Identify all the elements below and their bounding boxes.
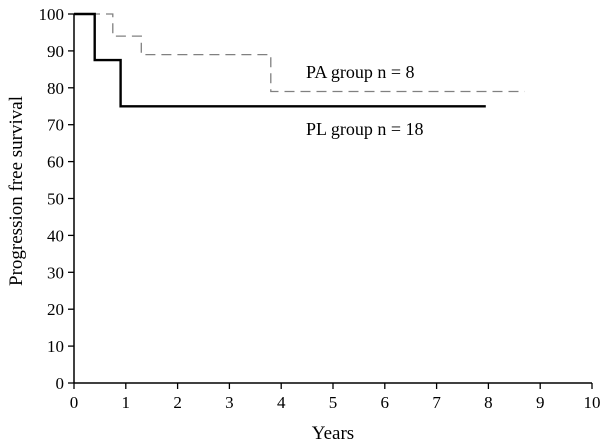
- y-tick-label: 70: [47, 116, 64, 135]
- y-tick-label: 80: [47, 79, 64, 98]
- legend-background: [266, 44, 490, 158]
- y-tick-label: 10: [47, 337, 64, 356]
- x-tick-label: 4: [277, 393, 286, 412]
- x-tick-label: 9: [536, 393, 545, 412]
- y-tick-label: 50: [47, 190, 64, 209]
- x-tick-label: 8: [484, 393, 493, 412]
- legend-box-pl: [266, 110, 490, 158]
- series-pa-group-line: [74, 13, 525, 93]
- y-axis-title: Progression free survival: [6, 96, 27, 286]
- x-tick-label: 0: [70, 393, 79, 412]
- y-tick-label: 100: [39, 5, 65, 24]
- legend: PA group n = 8 PL group n = 18: [306, 62, 423, 139]
- x-tick-label: 3: [225, 393, 234, 412]
- x-tick-label: 6: [381, 393, 390, 412]
- x-tick-label: 5: [329, 393, 338, 412]
- y-tick-label: 60: [47, 153, 64, 172]
- series-layer: [74, 12, 525, 108]
- x-tick-label: 7: [432, 393, 441, 412]
- axes: 0 10 20 30 40 50 60 70 80 90 100 0 1 2 3 4 5 6 7 8 9 10: [39, 5, 601, 412]
- legend-label-pl-group: PL group n = 18: [306, 119, 423, 139]
- y-tick-label: 40: [47, 226, 64, 245]
- x-tick-label: 1: [122, 393, 131, 412]
- series-pl-group-line: [74, 12, 486, 108]
- x-tick-label: 2: [173, 393, 182, 412]
- x-tick-label: 10: [584, 393, 601, 412]
- y-tick-label: 0: [56, 374, 65, 393]
- legend-box-pa: [266, 44, 490, 92]
- y-tick-label: 30: [47, 263, 64, 282]
- y-tick-label: 20: [47, 300, 64, 319]
- legend-label-pa-group: PA group n = 8: [306, 62, 415, 82]
- x-axis-title: Years: [312, 423, 354, 442]
- y-tick-label: 90: [47, 42, 64, 61]
